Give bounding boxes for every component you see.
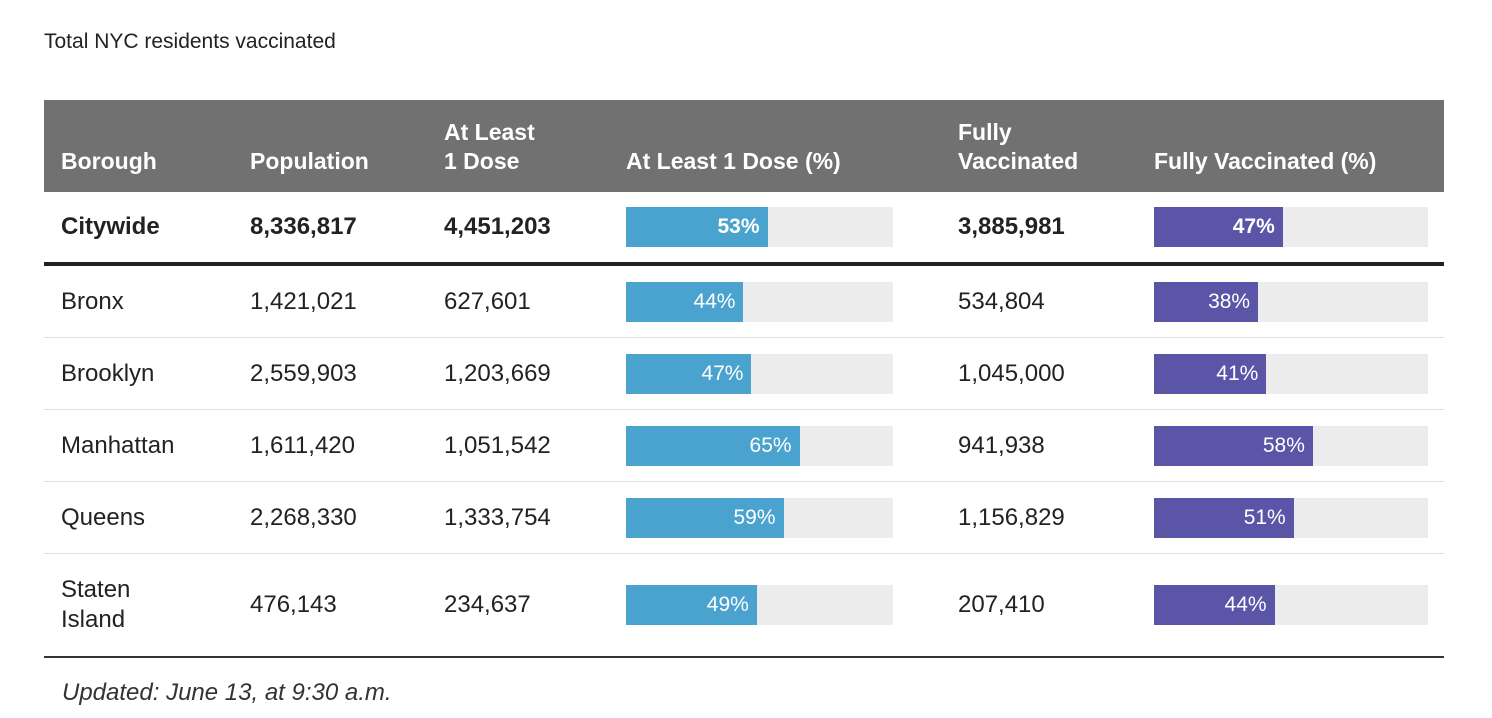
header-at-least-1-dose-line2: 1 Dose [444, 148, 520, 174]
dose1-bar-fill: 65% [626, 425, 800, 466]
updated-note: Updated: June 13, at 9:30 a.m. [62, 679, 392, 706]
dose1-bar-label: 59% [733, 505, 776, 529]
at-least-1-dose-value: 1,051,542 [444, 431, 551, 459]
table-body: Citywide 8,336,817 4,451,203 53% 3,885,981 47… [44, 192, 1444, 658]
citywide-row: Citywide 8,336,817 4,451,203 53% 3,885,981 47… [44, 192, 1444, 266]
full-bar-track: 51% [1154, 497, 1428, 538]
header-borough: Borough [61, 148, 157, 174]
table-row: Queens 2,268,330 1,333,754 59% 1,156,829 51% [44, 482, 1444, 554]
dose1-bar-label: 53% [717, 215, 760, 238]
header-fully-vaccinated-line1: Fully [958, 119, 1012, 145]
fully-vaccinated-value: 207,410 [958, 591, 1045, 618]
full-bar-label: 47% [1232, 215, 1275, 238]
dose1-bar-track: 49% [626, 585, 893, 625]
dose1-bar-track: 44% [626, 281, 893, 322]
header-fully-vaccinated: Fully Vaccinated [958, 118, 1078, 176]
dose1-bar-label: 49% [706, 593, 749, 616]
fully-vaccinated-value: 1,045,000 [958, 359, 1065, 387]
full-bar-fill: 58% [1154, 425, 1313, 466]
vaccination-table: Borough Population At Least 1 Dose At Le… [44, 100, 1444, 658]
population-value: 1,611,420 [250, 431, 355, 459]
population-value: 1,421,021 [250, 287, 357, 315]
header-at-least-1-dose-line1: At Least [444, 119, 535, 145]
dose1-bar-fill: 53% [626, 207, 768, 247]
full-bar-label: 58% [1262, 433, 1305, 457]
full-bar-label: 38% [1208, 289, 1251, 313]
full-bar-label: 44% [1224, 593, 1267, 616]
borough-name: Brooklyn [61, 359, 155, 387]
table-row: Brooklyn 2,559,903 1,203,669 47% 1,045,000 41… [44, 338, 1444, 410]
full-bar-track: 47% [1154, 207, 1428, 247]
borough-name: Bronx [61, 287, 124, 315]
table-row: Bronx 1,421,021 627,601 44% 534,804 38% [44, 266, 1444, 338]
population-value: 476,143 [250, 591, 337, 618]
dose1-bar-track: 53% [626, 207, 893, 247]
at-least-1-dose-value: 1,203,669 [444, 359, 551, 387]
header-fully-vaccinated-pct: Fully Vaccinated (%) [1154, 148, 1377, 174]
table-title: Total NYC residents vaccinated [44, 30, 336, 53]
population-value: 2,559,903 [250, 359, 357, 387]
fully-vaccinated-value: 941,938 [958, 431, 1045, 459]
borough-name: Staten Island [61, 576, 131, 633]
full-bar-label: 51% [1243, 505, 1286, 529]
full-bar-fill: 44% [1154, 585, 1275, 625]
borough-name: Manhattan [61, 431, 175, 459]
dose1-bar-fill: 44% [626, 281, 744, 322]
dose1-bar-track: 47% [626, 353, 893, 394]
full-bar-track: 41% [1154, 353, 1428, 394]
full-bar-fill: 41% [1154, 353, 1267, 394]
dose1-bar-track: 59% [626, 497, 893, 538]
full-bar-track: 58% [1154, 425, 1428, 466]
header-fully-vaccinated-line2: Vaccinated [958, 148, 1079, 174]
dose1-bar-fill: 47% [626, 353, 752, 394]
borough-name: Queens [61, 503, 146, 531]
population-value: 8,336,817 [250, 213, 357, 240]
at-least-1-dose-value: 234,637 [444, 591, 531, 618]
table-row: Staten Island 476,143 234,637 49% 207,410 44% [44, 554, 1444, 658]
header-at-least-1-dose: At Least 1 Dose [444, 118, 535, 176]
fully-vaccinated-value: 534,804 [958, 287, 1045, 315]
fully-vaccinated-value: 3,885,981 [958, 213, 1065, 240]
full-bar-fill: 51% [1154, 497, 1294, 538]
dose1-bar-fill: 59% [626, 497, 784, 538]
fully-vaccinated-value: 1,156,829 [958, 503, 1065, 531]
population-value: 2,268,330 [250, 503, 357, 531]
full-bar-fill: 38% [1154, 281, 1259, 322]
table-row: Manhattan 1,611,420 1,051,542 65% 941,938 58% [44, 410, 1444, 482]
header-at-least-1-dose-pct: At Least 1 Dose (%) [626, 148, 841, 174]
dose1-bar-label: 65% [749, 433, 792, 457]
dose1-bar-fill: 49% [626, 585, 757, 625]
full-bar-fill: 47% [1154, 207, 1283, 247]
dose1-bar-label: 47% [701, 361, 744, 385]
full-bar-track: 44% [1154, 585, 1428, 625]
dose1-bar-label: 44% [693, 289, 736, 313]
at-least-1-dose-value: 1,333,754 [444, 503, 551, 531]
borough-name: Citywide [61, 213, 160, 240]
full-bar-track: 38% [1154, 281, 1428, 322]
full-bar-label: 41% [1216, 361, 1259, 385]
header-population: Population [250, 148, 369, 174]
at-least-1-dose-value: 4,451,203 [444, 213, 551, 240]
dose1-bar-track: 65% [626, 425, 893, 466]
at-least-1-dose-value: 627,601 [444, 287, 531, 315]
table-header: Borough Population At Least 1 Dose At Le… [44, 100, 1444, 192]
